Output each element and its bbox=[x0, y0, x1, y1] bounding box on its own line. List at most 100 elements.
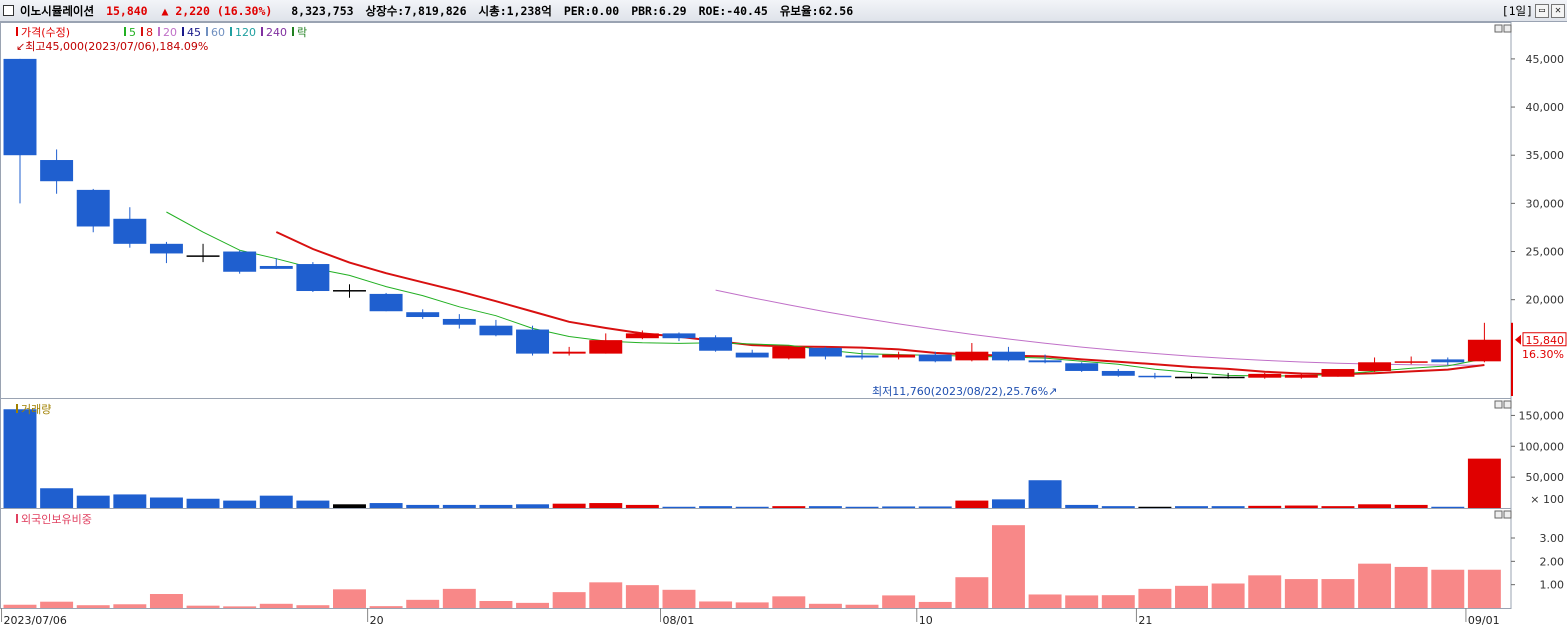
legend-label: 락 bbox=[297, 26, 307, 39]
panel-frame bbox=[0, 22, 1512, 399]
volume-bar bbox=[845, 506, 879, 508]
legend-label: 20 bbox=[163, 26, 177, 39]
volume-bar bbox=[955, 500, 989, 508]
volume-bar bbox=[259, 495, 293, 508]
volume-bar bbox=[333, 504, 366, 508]
volume-bar bbox=[735, 506, 769, 508]
candle-body bbox=[1248, 373, 1282, 378]
legend-label: 8 bbox=[146, 26, 153, 39]
foreign-bar bbox=[1248, 575, 1282, 608]
foreign-axis-label: 3.00 bbox=[1540, 532, 1565, 545]
volume-bar bbox=[1138, 506, 1172, 508]
listed-shares: 상장수:7,819,826 bbox=[365, 3, 467, 18]
volume-bar bbox=[1467, 458, 1501, 508]
volume-bar bbox=[1028, 480, 1062, 508]
candle-body bbox=[516, 329, 550, 354]
reserve-ratio: 유보율:62.56 bbox=[779, 3, 854, 18]
panel-min-icon bbox=[1494, 400, 1503, 409]
candle-body bbox=[845, 355, 879, 358]
price-change: 2,220 bbox=[175, 3, 210, 18]
candle-body bbox=[918, 354, 952, 362]
current-pct-label: 16.30% bbox=[1522, 348, 1564, 361]
volume-bar bbox=[552, 503, 586, 508]
low-annotation: 최저11,760(2023/08/22),25.76%↗ bbox=[872, 385, 1057, 398]
foreign-bar bbox=[625, 585, 659, 608]
volume-bar bbox=[662, 506, 696, 508]
current-price-marker-icon bbox=[1515, 334, 1521, 345]
volume-bar bbox=[1065, 504, 1099, 508]
volume-bar bbox=[918, 506, 952, 508]
panel-min-icon bbox=[1494, 510, 1503, 519]
legend-swatch bbox=[261, 27, 263, 36]
ma-long-line bbox=[715, 289, 1485, 366]
panel-frame bbox=[0, 508, 1512, 609]
volume-bar bbox=[3, 409, 37, 508]
current-price-label: 15,840 bbox=[1526, 334, 1565, 347]
volume-bar bbox=[882, 506, 916, 508]
candle-body bbox=[808, 347, 842, 357]
volume-bar bbox=[296, 500, 330, 508]
volume-bar bbox=[772, 506, 806, 508]
legend-swatch bbox=[158, 27, 160, 36]
foreign-bar bbox=[406, 599, 440, 608]
volume-bar bbox=[406, 504, 440, 508]
candle-body bbox=[991, 351, 1025, 361]
volume-bar bbox=[1358, 504, 1392, 508]
foreign-bar bbox=[1175, 585, 1208, 608]
foreign-bar bbox=[1431, 569, 1465, 608]
select-checkbox[interactable] bbox=[3, 5, 14, 16]
foreign-bar bbox=[259, 603, 293, 608]
candle-body bbox=[406, 312, 440, 318]
candle-body bbox=[259, 265, 293, 269]
chart-area[interactable]: 45,000 40,000 35,000 30,000 25,000 20,000 가격(수… bbox=[0, 22, 1567, 630]
ma8-line bbox=[275, 231, 1485, 376]
candle-body bbox=[479, 325, 513, 336]
candle-body bbox=[76, 189, 110, 227]
volume-bar bbox=[808, 506, 842, 508]
foreign-bar bbox=[1101, 595, 1135, 608]
volume-bar bbox=[1211, 506, 1245, 508]
foreign-bar bbox=[1138, 588, 1172, 608]
candle-body bbox=[699, 337, 733, 351]
volume-axis-label: 50,000 bbox=[1526, 471, 1565, 484]
date-label: 08/01 bbox=[663, 614, 695, 627]
candle-body bbox=[1138, 375, 1172, 378]
price-axis-label: 25,000 bbox=[1526, 246, 1565, 259]
volume-value: 8,323,753 bbox=[291, 3, 354, 18]
close-icon[interactable]: ✕ bbox=[1551, 4, 1565, 18]
foreign-bar bbox=[735, 602, 769, 608]
candle-body bbox=[1284, 374, 1318, 378]
legend-label: 45 bbox=[187, 26, 201, 39]
legend-label: 5 bbox=[129, 26, 136, 39]
volume-bar bbox=[991, 499, 1025, 508]
legend-swatch bbox=[292, 27, 294, 36]
candle-body bbox=[1101, 370, 1135, 376]
legend-swatch bbox=[124, 27, 126, 36]
candle-body bbox=[662, 333, 696, 339]
title-bar: 이노시뮬레이션 15,840 ▲ 2,220 (16.30%) 8,323,75… bbox=[0, 0, 1567, 22]
foreign-bar bbox=[845, 604, 879, 608]
legend-swatch bbox=[16, 514, 18, 523]
candle-body bbox=[40, 160, 74, 182]
foreign-bar bbox=[1321, 579, 1355, 608]
candle-body bbox=[1431, 359, 1465, 363]
foreign-bar bbox=[333, 589, 366, 608]
price-axis-label: 40,000 bbox=[1526, 101, 1565, 114]
volume-unit-label: × 100 bbox=[1530, 493, 1564, 506]
candle-body bbox=[735, 352, 769, 358]
candle-body bbox=[772, 346, 806, 359]
volume-bar bbox=[113, 494, 147, 508]
legend-swatch bbox=[206, 27, 208, 36]
period-selector[interactable]: [1일] bbox=[1501, 4, 1533, 18]
volume-bar bbox=[40, 488, 74, 508]
restore-icon[interactable]: ▭ bbox=[1535, 4, 1549, 18]
candle-body bbox=[589, 340, 623, 354]
panel-close-icon bbox=[1503, 400, 1512, 409]
legend-label: 120 bbox=[235, 26, 256, 39]
foreign-bar bbox=[1028, 594, 1062, 608]
foreign-axis-label: 1.00 bbox=[1540, 579, 1565, 592]
foreign-bar bbox=[808, 603, 842, 608]
date-label: 10 bbox=[919, 614, 933, 627]
candle-body bbox=[1321, 369, 1355, 377]
volume-bar bbox=[625, 504, 659, 508]
